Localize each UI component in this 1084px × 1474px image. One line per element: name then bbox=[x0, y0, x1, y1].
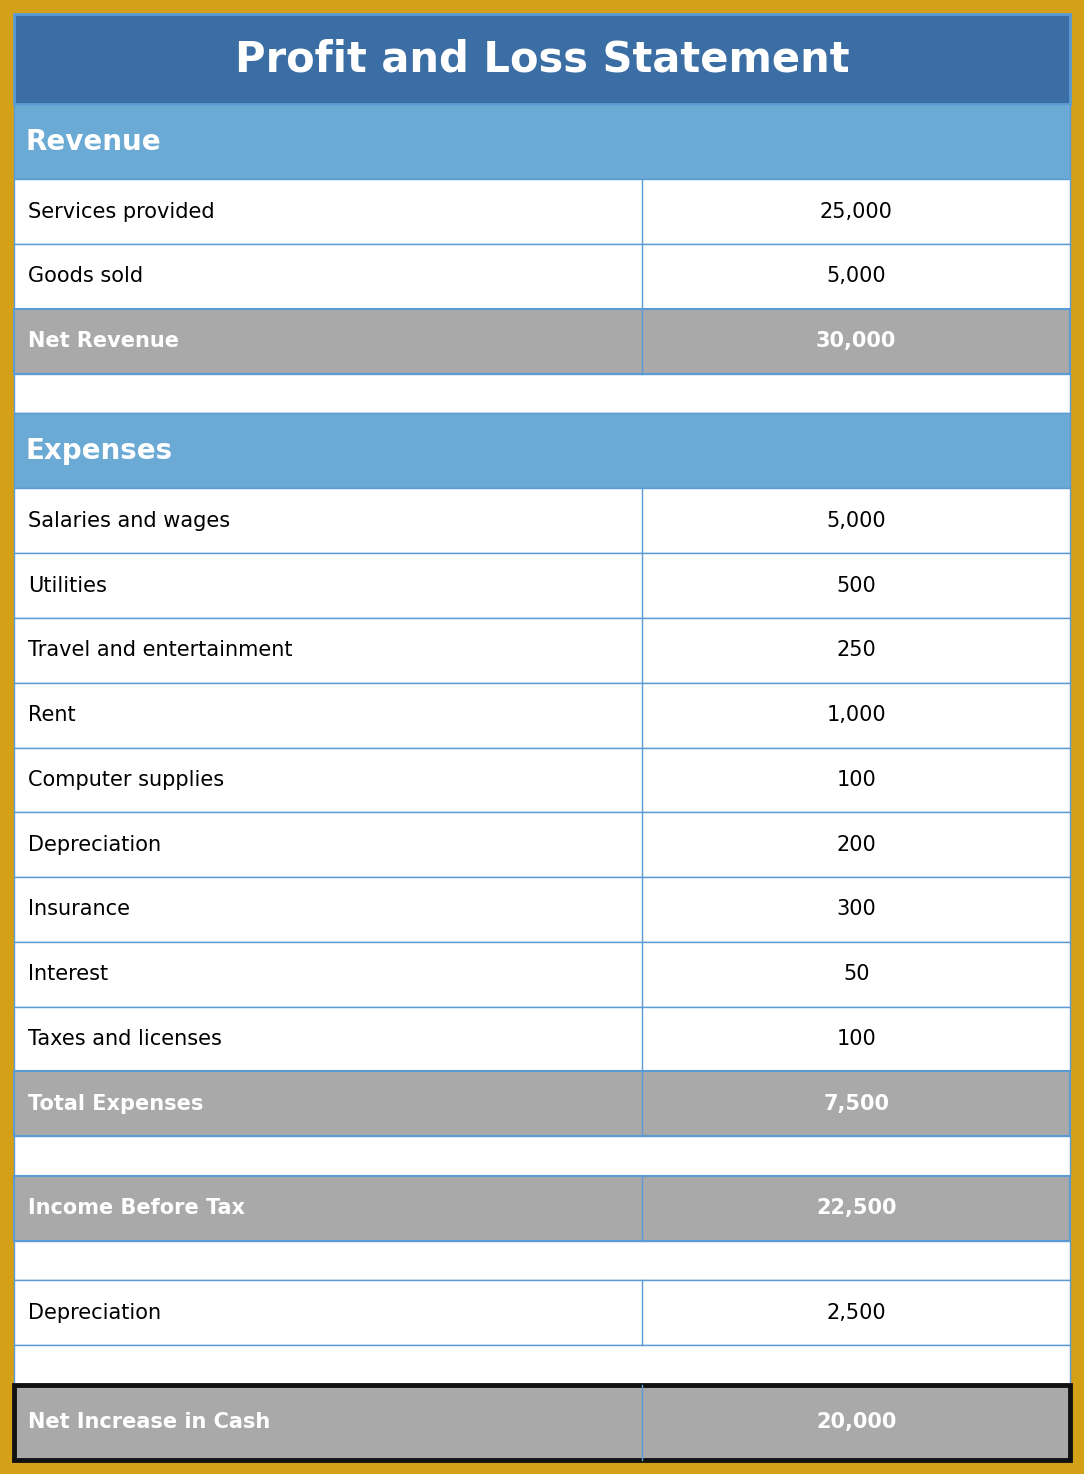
Text: 7,500: 7,500 bbox=[823, 1094, 889, 1114]
Text: 100: 100 bbox=[836, 1029, 876, 1049]
Bar bbox=[14, 812, 1070, 877]
Text: Interest: Interest bbox=[28, 964, 108, 985]
Bar bbox=[14, 245, 1070, 308]
Bar bbox=[14, 942, 1070, 1007]
Text: 20,000: 20,000 bbox=[816, 1412, 896, 1433]
Text: Total Expenses: Total Expenses bbox=[28, 1094, 204, 1114]
Bar bbox=[14, 1007, 1070, 1072]
Text: 50: 50 bbox=[843, 964, 869, 985]
Bar bbox=[14, 488, 1070, 553]
Text: 2,500: 2,500 bbox=[826, 1303, 886, 1322]
Text: 25,000: 25,000 bbox=[820, 202, 892, 221]
Text: Computer supplies: Computer supplies bbox=[28, 769, 224, 790]
Text: Services provided: Services provided bbox=[28, 202, 215, 221]
Bar bbox=[14, 1346, 1070, 1384]
Text: Income Before Tax: Income Before Tax bbox=[28, 1198, 245, 1218]
Text: 100: 100 bbox=[836, 769, 876, 790]
Text: Net Revenue: Net Revenue bbox=[28, 332, 179, 351]
Bar bbox=[14, 308, 1070, 373]
Bar bbox=[14, 180, 1070, 245]
Text: Depreciation: Depreciation bbox=[28, 1303, 162, 1322]
Text: 5,000: 5,000 bbox=[826, 267, 886, 286]
Text: Revenue: Revenue bbox=[26, 128, 162, 156]
Text: 250: 250 bbox=[836, 640, 876, 660]
Bar bbox=[14, 553, 1070, 618]
Text: 5,000: 5,000 bbox=[826, 511, 886, 531]
Bar bbox=[14, 877, 1070, 942]
Text: Profit and Loss Statement: Profit and Loss Statement bbox=[235, 38, 849, 80]
Text: Insurance: Insurance bbox=[28, 899, 130, 920]
Bar bbox=[14, 1136, 1070, 1176]
Text: Travel and entertainment: Travel and entertainment bbox=[28, 640, 293, 660]
Bar bbox=[14, 1281, 1070, 1346]
Bar bbox=[14, 1384, 1070, 1461]
Bar bbox=[14, 1072, 1070, 1136]
Bar bbox=[14, 1176, 1070, 1241]
Bar bbox=[14, 1241, 1070, 1281]
Text: Net Increase in Cash: Net Increase in Cash bbox=[28, 1412, 270, 1433]
Text: Depreciation: Depreciation bbox=[28, 834, 162, 855]
Bar bbox=[14, 682, 1070, 747]
Text: Taxes and licenses: Taxes and licenses bbox=[28, 1029, 222, 1049]
Bar bbox=[14, 618, 1070, 682]
Text: 200: 200 bbox=[836, 834, 876, 855]
Bar bbox=[14, 373, 1070, 413]
Bar bbox=[14, 747, 1070, 812]
Text: Expenses: Expenses bbox=[26, 436, 173, 464]
Text: 22,500: 22,500 bbox=[816, 1198, 896, 1218]
Text: Rent: Rent bbox=[28, 705, 76, 725]
Text: Utilities: Utilities bbox=[28, 576, 107, 595]
Text: 300: 300 bbox=[836, 899, 876, 920]
Text: 30,000: 30,000 bbox=[816, 332, 896, 351]
Text: Salaries and wages: Salaries and wages bbox=[28, 511, 230, 531]
Text: Goods sold: Goods sold bbox=[28, 267, 143, 286]
Text: 1,000: 1,000 bbox=[826, 705, 886, 725]
Bar bbox=[14, 105, 1070, 180]
Bar bbox=[14, 413, 1070, 488]
Text: 500: 500 bbox=[836, 576, 876, 595]
Bar bbox=[14, 13, 1070, 105]
